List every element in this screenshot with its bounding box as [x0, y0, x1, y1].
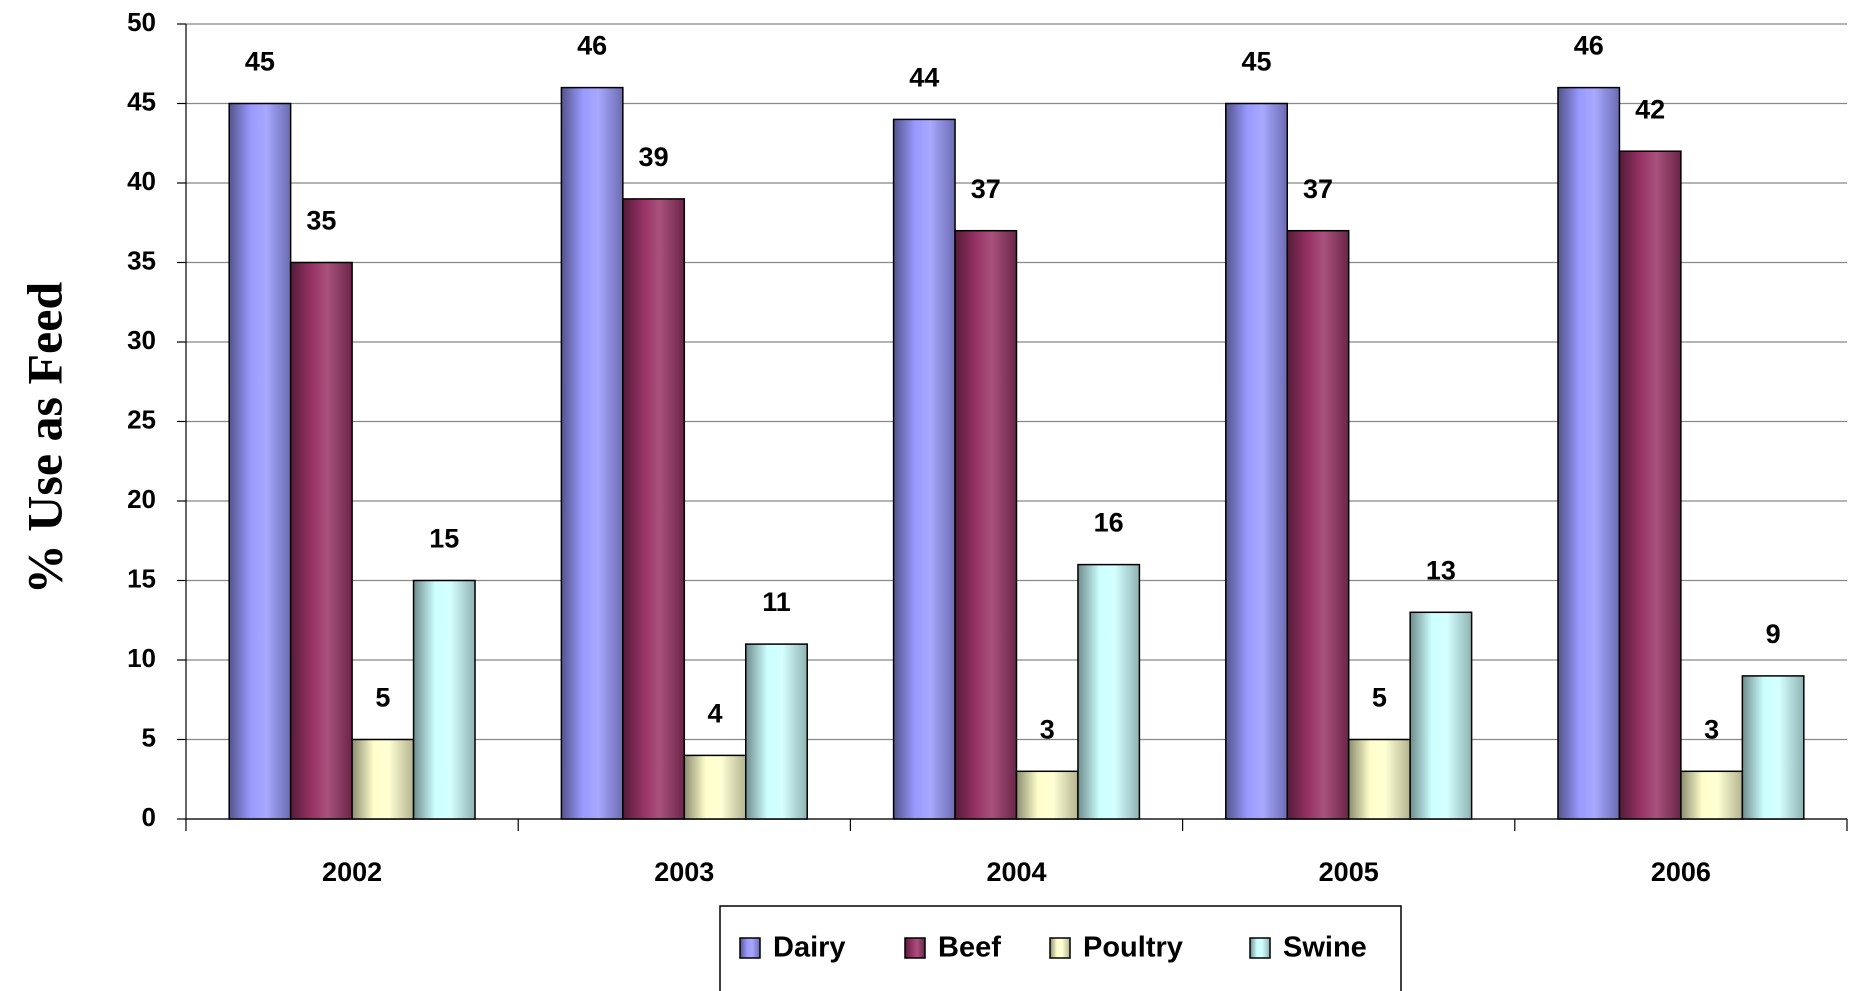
value-label: 45 — [1241, 47, 1271, 77]
bar — [228, 102, 292, 820]
y-tick-label: 50 — [127, 7, 156, 37]
bar — [412, 579, 476, 820]
y-tick-label: 45 — [127, 86, 156, 116]
legend-label: Beef — [938, 932, 1001, 964]
value-label: 46 — [577, 31, 607, 61]
x-tick-label: 2003 — [654, 857, 714, 887]
value-label: 3 — [1040, 714, 1055, 744]
value-label: 5 — [1372, 683, 1387, 713]
legend-label: Swine — [1283, 932, 1367, 964]
y-tick-label: 5 — [142, 722, 156, 752]
legend-swatch — [739, 937, 761, 959]
y-tick-label: 40 — [127, 166, 156, 196]
bar — [1347, 738, 1411, 820]
y-tick-label: 0 — [142, 802, 156, 832]
bar — [1286, 229, 1350, 820]
bar — [683, 754, 747, 820]
legend-swatch — [1049, 937, 1071, 959]
y-tick-label: 15 — [127, 563, 156, 593]
bar — [1225, 102, 1288, 820]
x-tick-label: 2005 — [1319, 857, 1379, 887]
y-tick-label: 30 — [127, 325, 156, 355]
value-label: 46 — [1574, 31, 1604, 61]
y-tick-label: 10 — [127, 643, 156, 673]
bar — [560, 86, 624, 820]
value-label: 3 — [1704, 714, 1719, 744]
value-label: 5 — [375, 683, 390, 713]
bar — [1015, 770, 1079, 820]
x-tick-label: 2002 — [322, 857, 382, 887]
bar — [1618, 150, 1682, 820]
value-label: 35 — [306, 206, 336, 236]
value-label: 15 — [429, 524, 459, 554]
legend-swatch — [904, 937, 926, 959]
x-tick-label: 2004 — [986, 857, 1046, 887]
bar — [745, 643, 808, 820]
value-label: 37 — [1303, 174, 1333, 204]
bar — [1409, 611, 1473, 820]
value-label: 44 — [909, 63, 939, 93]
bar — [954, 229, 1018, 820]
legend-swatch — [1249, 937, 1271, 959]
value-label: 45 — [245, 47, 275, 77]
bar — [1557, 86, 1621, 820]
bar — [289, 261, 353, 820]
value-label: 39 — [639, 142, 669, 172]
value-label: 42 — [1635, 94, 1665, 124]
y-tick-label: 20 — [127, 484, 156, 514]
y-axis-title: % Use as Feed — [16, 282, 72, 595]
bar — [622, 198, 686, 820]
value-label: 16 — [1094, 508, 1124, 538]
y-tick-label: 35 — [127, 245, 156, 275]
legend-label: Poultry — [1083, 932, 1183, 964]
value-label: 37 — [971, 174, 1001, 204]
bar — [351, 738, 415, 820]
bar — [1741, 675, 1805, 820]
value-label: 4 — [708, 699, 723, 729]
value-label: 13 — [1426, 555, 1456, 585]
legend-label: Dairy — [773, 932, 846, 964]
bar — [892, 118, 956, 820]
y-tick-label: 25 — [127, 404, 156, 434]
bar — [1077, 563, 1141, 820]
bar — [1680, 770, 1744, 820]
value-label: 11 — [762, 587, 791, 617]
x-tick-label: 2006 — [1651, 857, 1711, 887]
value-label: 9 — [1766, 619, 1781, 649]
